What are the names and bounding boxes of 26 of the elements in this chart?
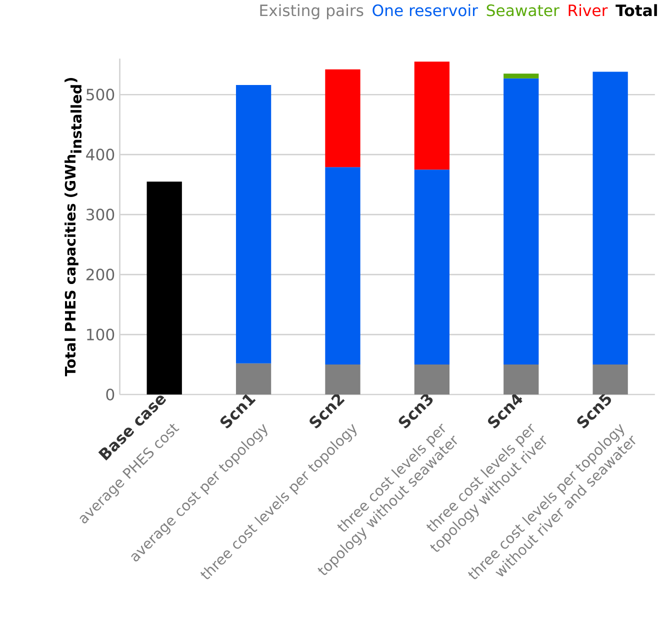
y-axis-title: $\textbf{Total PHES capacities (GWh}_{\textbf{installed}}\textbf{)}$ xyxy=(64,78,82,376)
bar xyxy=(325,69,360,168)
bar xyxy=(414,62,450,170)
bar xyxy=(414,364,450,394)
bar xyxy=(504,78,539,364)
text: One reservoir xyxy=(372,4,478,16)
bar xyxy=(504,364,539,394)
bar xyxy=(592,72,628,364)
bar xyxy=(236,363,272,394)
text: Total xyxy=(616,4,657,16)
y-tick-label: 300 xyxy=(86,208,114,220)
y-tick-label: 400 xyxy=(86,148,114,160)
bar xyxy=(592,364,628,394)
text: River xyxy=(568,4,608,16)
bar xyxy=(325,167,360,364)
bar xyxy=(325,364,360,394)
text: Seawater xyxy=(486,4,560,16)
bar xyxy=(146,182,182,394)
y-tick-label: 100 xyxy=(87,328,114,340)
bar xyxy=(504,74,539,78)
y-tick-label: 0 xyxy=(106,388,114,400)
bar xyxy=(236,84,272,364)
y-tick-label: 200 xyxy=(86,268,114,280)
bar xyxy=(414,170,450,364)
text: Existing pairs xyxy=(260,4,364,20)
y-tick-label: 500 xyxy=(86,88,114,100)
